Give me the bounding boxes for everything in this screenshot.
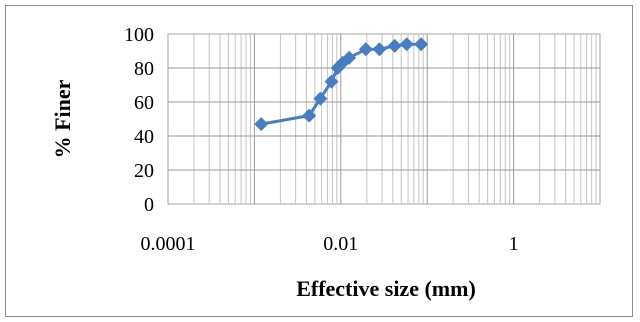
data-point-marker	[313, 91, 328, 106]
data-point-marker	[358, 42, 373, 57]
data-series	[254, 37, 429, 132]
grid-lines	[168, 34, 600, 204]
data-point-marker	[254, 117, 269, 132]
data-point-marker	[372, 42, 387, 57]
y-tick-labels: 0 20 40 60 80 100	[124, 24, 154, 216]
data-point-marker	[324, 74, 339, 89]
y-tick-label: 100	[124, 24, 154, 46]
y-axis-title: % Finer	[50, 79, 75, 158]
y-tick-label: 80	[134, 58, 154, 80]
y-tick-label: 60	[134, 92, 154, 114]
data-point-marker	[414, 37, 429, 52]
data-point-marker	[302, 108, 317, 123]
y-tick-label: 20	[134, 160, 154, 182]
x-tick-label: 1	[509, 233, 519, 255]
data-point-marker	[342, 50, 357, 65]
x-axis-title: Effective size (mm)	[296, 276, 476, 301]
x-tick-labels: 0.0001 0.01 1	[141, 233, 519, 255]
data-point-marker	[399, 37, 414, 52]
x-tick-label: 0.01	[323, 233, 358, 255]
plot-area	[167, 33, 601, 205]
y-tick-label: 40	[134, 126, 154, 148]
data-point-marker	[387, 38, 402, 53]
x-tick-label: 0.0001	[141, 233, 196, 255]
y-tick-label: 0	[144, 194, 154, 216]
